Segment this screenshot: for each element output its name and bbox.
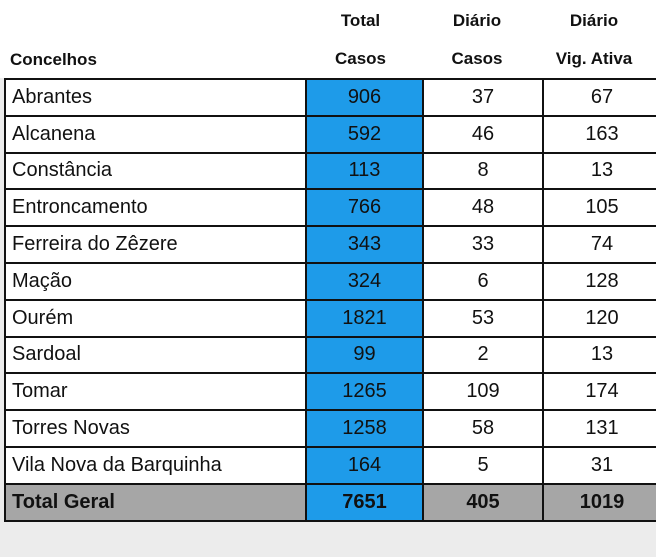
cell-diario-vig: 174: [542, 372, 656, 412]
cell-diario-vig: 1019: [542, 482, 656, 522]
cell-concelho: Alcanena: [4, 114, 307, 154]
header-diario-casos-bottom: Casos: [451, 49, 503, 68]
cell-diario-vig: 120: [542, 298, 656, 338]
cell-diario-casos: 2: [422, 335, 544, 375]
cell-diario-casos: 405: [422, 482, 544, 522]
cell-concelho: Sardoal: [4, 335, 307, 375]
cell-diario-vig: 74: [542, 225, 656, 264]
cell-concelho: Constância: [4, 151, 307, 191]
cell-diario-vig: 163: [542, 114, 656, 154]
cell-diario-vig: 67: [542, 78, 656, 117]
table-row: Alcanena 592 46 163: [4, 114, 656, 154]
table-row: Abrantes 906 37 67: [4, 78, 656, 117]
cell-total-casos: 592: [305, 114, 424, 154]
cell-diario-casos: 8: [422, 151, 544, 191]
cell-diario-vig: 128: [542, 261, 656, 301]
cell-concelho: Mação: [4, 261, 307, 301]
header-total-casos: Total Casos: [303, 2, 418, 78]
cell-diario-vig: 31: [542, 445, 656, 485]
total-row: Total Geral 7651 405 1019: [4, 482, 656, 522]
header-diario-vig-bottom: Vig. Ativa: [555, 49, 633, 68]
cell-total-casos: 1265: [305, 372, 424, 412]
header-total-top: Total: [340, 11, 381, 30]
cell-total-casos: 1258: [305, 409, 424, 448]
table-row: Constância 113 8 13: [4, 151, 656, 191]
cell-diario-casos: 33: [422, 225, 544, 264]
cell-diario-casos: 53: [422, 298, 544, 338]
cell-diario-vig: 131: [542, 409, 656, 448]
cell-concelho: Tomar: [4, 372, 307, 412]
header-diario-vig: Diário Vig. Ativa: [536, 2, 652, 78]
cell-concelho: Torres Novas: [4, 409, 307, 448]
cell-diario-casos: 46: [422, 114, 544, 154]
cell-total-casos: 766: [305, 188, 424, 228]
cell-total-casos: 1821: [305, 298, 424, 338]
header-concelhos: Concelhos: [10, 50, 97, 69]
cell-total-casos: 113: [305, 151, 424, 191]
cell-diario-casos: 5: [422, 445, 544, 485]
cases-table: Abrantes 906 37 67 Alcanena 592 46 163 Constânci…: [4, 78, 656, 522]
cell-concelho: Entroncamento: [4, 188, 307, 228]
cell-total-casos: 164: [305, 445, 424, 485]
cell-concelho: Abrantes: [4, 78, 307, 117]
cell-diario-casos: 37: [422, 78, 544, 117]
header-diario-vig-top: Diário: [569, 11, 619, 30]
table-row: Torres Novas 1258 58 131: [4, 409, 656, 448]
table-row: Tomar 1265 109 174: [4, 372, 656, 412]
cell-diario-vig: 105: [542, 188, 656, 228]
table-row: Sardoal 99 2 13: [4, 335, 656, 375]
header-total-bottom: Casos: [334, 49, 387, 68]
cell-concelho: Ferreira do Zêzere: [4, 225, 307, 264]
cell-concelho: Total Geral: [4, 482, 307, 522]
table-header: Concelhos Total Casos Diário Casos Diári…: [0, 0, 656, 78]
cell-diario-casos: 6: [422, 261, 544, 301]
cell-total-casos: 7651: [305, 482, 424, 522]
cell-diario-casos: 109: [422, 372, 544, 412]
cell-concelho: Ourém: [4, 298, 307, 338]
cell-diario-casos: 48: [422, 188, 544, 228]
cell-total-casos: 906: [305, 78, 424, 117]
table-row: Mação 324 6 128: [4, 261, 656, 301]
cell-diario-casos: 58: [422, 409, 544, 448]
header-diario-casos-top: Diário: [452, 11, 502, 30]
cell-total-casos: 343: [305, 225, 424, 264]
cell-total-casos: 99: [305, 335, 424, 375]
table-row: Entroncamento 766 48 105: [4, 188, 656, 228]
cell-diario-vig: 13: [542, 151, 656, 191]
table-row: Vila Nova da Barquinha 164 5 31: [4, 445, 656, 485]
header-diario-casos: Diário Casos: [418, 2, 536, 78]
table-row: Ferreira do Zêzere 343 33 74: [4, 225, 656, 264]
cell-concelho: Vila Nova da Barquinha: [4, 445, 307, 485]
cell-total-casos: 324: [305, 261, 424, 301]
cell-diario-vig: 13: [542, 335, 656, 375]
table-row: Ourém 1821 53 120: [4, 298, 656, 338]
